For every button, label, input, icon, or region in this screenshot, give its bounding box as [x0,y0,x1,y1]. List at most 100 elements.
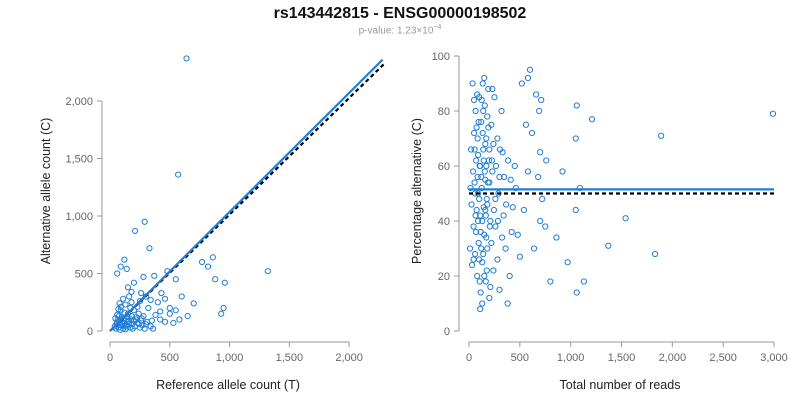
data-point [494,135,501,142]
x-tick-label: 1,000 [557,352,585,364]
data-point [172,307,179,314]
data-point [522,121,530,128]
data-point [480,157,487,164]
data-point [151,272,158,279]
data-point [496,146,504,153]
data-point [161,295,169,302]
data-point [474,272,481,280]
data-point [469,80,476,87]
data-point [130,279,138,286]
data-point [478,184,485,192]
data-point [470,96,478,104]
data-point [504,300,511,307]
data-point [471,146,478,153]
data-point [479,129,486,137]
data-point [472,107,479,115]
x-tick-label: 500 [161,352,179,364]
data-point [204,263,212,270]
data-point [121,322,128,329]
data-point [496,286,503,293]
data-point [468,261,476,269]
data-point [487,217,494,225]
data-point [488,239,495,247]
data-point [478,173,485,181]
data-point [473,206,480,214]
data-point [495,190,502,197]
data-point [605,242,612,249]
data-point [505,157,512,164]
data-point [472,250,479,258]
data-point [526,66,534,73]
data-point [489,85,496,93]
data-point [183,55,190,62]
data-point [212,276,219,283]
data-point [542,223,549,230]
data-point [482,278,489,285]
data-point [486,146,493,153]
y-tick-label: 0 [444,326,450,338]
data-point [576,184,583,192]
x-tick-label: 2,000 [659,352,687,364]
y-tick-label: 1,500 [65,154,93,166]
data-point [484,245,491,252]
data-point [498,234,506,241]
pvalue-exponent: −4 [433,24,442,31]
data-point [536,107,543,115]
data-point [176,316,183,323]
data-point [129,325,136,332]
data-point [494,256,501,263]
data-point [479,80,486,87]
data-point [481,272,488,280]
data-point [533,91,540,98]
data-point [481,168,488,175]
x-tick-label: 1,000 [216,352,244,364]
data-point [485,124,492,131]
y-tick-label: 0 [87,326,93,338]
data-point [178,293,185,300]
data-point [477,162,484,170]
x-tick-label: 1,500 [608,352,636,364]
data-point [475,151,482,159]
pvalue-text: p-value: 1.23×10 [358,25,434,37]
x-tick-label: 1,500 [276,352,304,364]
data-point [145,304,152,312]
data-point [482,212,489,219]
data-point [484,179,491,186]
data-point [498,107,505,115]
data-point [485,85,492,93]
data-point [161,318,169,325]
data-point [506,272,513,280]
data-point [198,258,206,266]
data-point [651,250,659,258]
data-point [476,278,483,285]
data-point [539,195,546,203]
data-point [481,74,488,82]
data-point [170,319,177,327]
data-point [491,94,498,101]
data-point [500,212,507,219]
data-point [474,173,481,181]
y-tick-label: 60 [438,161,450,173]
data-point [516,253,523,260]
data-point [471,179,478,186]
x-tick-label: 2,000 [335,352,363,364]
data-point [496,173,503,181]
data-point [492,162,500,170]
data-point [477,289,484,296]
data-point [520,206,528,214]
data-point [473,228,480,236]
data-point [486,223,493,230]
data-point [490,206,498,214]
data-point [470,223,477,230]
data-point [154,299,161,306]
data-point [124,318,132,325]
data-point [190,300,197,307]
x-axis-title: Reference allele count (T) [156,378,300,392]
data-point [537,217,544,225]
data-point [518,80,525,87]
data-point [135,321,142,328]
data-point [149,325,157,332]
data-point [172,276,179,283]
y-axis-title: Alternative allele count (C) [39,118,53,265]
data-point [508,228,515,236]
